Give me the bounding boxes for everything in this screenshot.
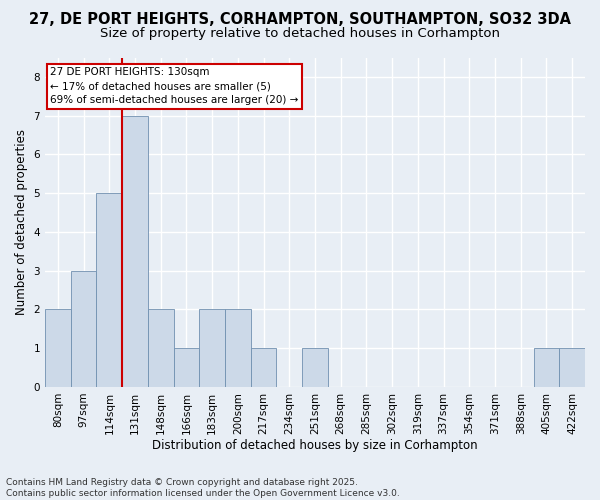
Text: Contains HM Land Registry data © Crown copyright and database right 2025.
Contai: Contains HM Land Registry data © Crown c… xyxy=(6,478,400,498)
X-axis label: Distribution of detached houses by size in Corhampton: Distribution of detached houses by size … xyxy=(152,440,478,452)
Text: 27 DE PORT HEIGHTS: 130sqm
← 17% of detached houses are smaller (5)
69% of semi-: 27 DE PORT HEIGHTS: 130sqm ← 17% of deta… xyxy=(50,68,299,106)
Bar xyxy=(122,116,148,387)
Bar xyxy=(97,193,122,387)
Bar xyxy=(199,310,225,387)
Bar xyxy=(225,310,251,387)
Bar xyxy=(302,348,328,387)
Text: 27, DE PORT HEIGHTS, CORHAMPTON, SOUTHAMPTON, SO32 3DA: 27, DE PORT HEIGHTS, CORHAMPTON, SOUTHAM… xyxy=(29,12,571,28)
Bar xyxy=(173,348,199,387)
Bar xyxy=(533,348,559,387)
Bar xyxy=(251,348,277,387)
Bar xyxy=(71,270,97,387)
Bar xyxy=(148,310,173,387)
Bar xyxy=(559,348,585,387)
Bar xyxy=(45,310,71,387)
Text: Size of property relative to detached houses in Corhampton: Size of property relative to detached ho… xyxy=(100,28,500,40)
Y-axis label: Number of detached properties: Number of detached properties xyxy=(15,129,28,315)
